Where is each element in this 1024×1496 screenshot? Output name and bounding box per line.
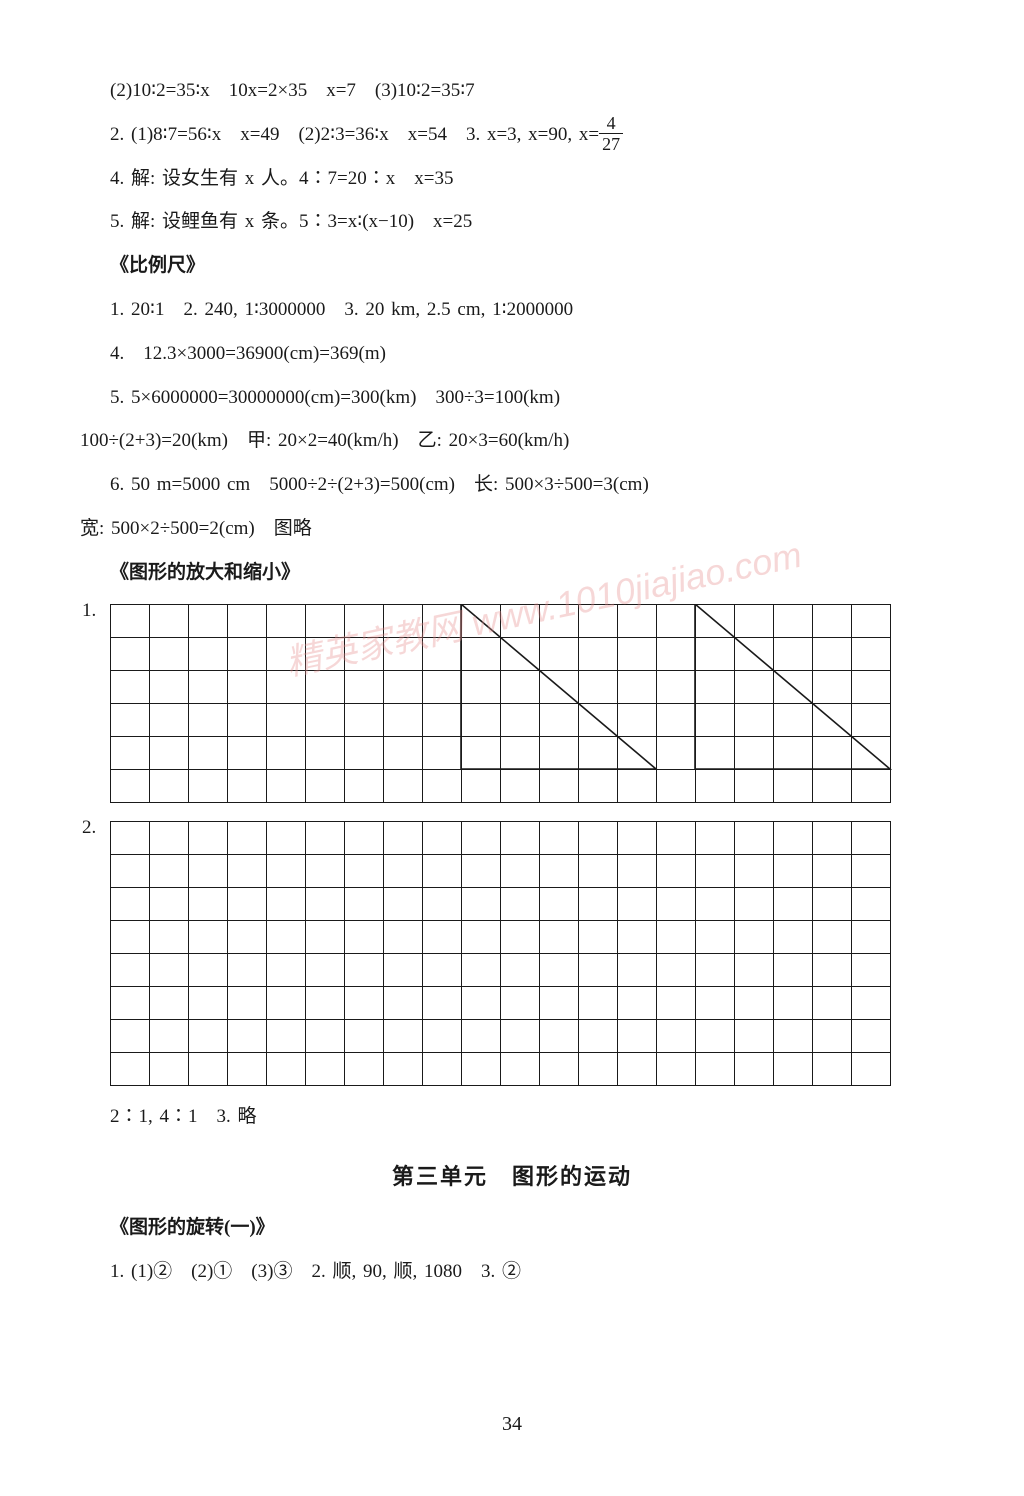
answer-line: 4. 12.3×3000=36900(cm)=369(m) <box>80 333 944 375</box>
subsection-heading: 《图形的放大和缩小》 <box>80 552 944 594</box>
grid-table <box>110 821 891 1086</box>
grid-figure-2: 2. <box>110 821 944 1086</box>
answer-line: 1. (1)② (2)① (3)③ 2. 顺, 90, 顺, 1080 3. ② <box>80 1251 944 1293</box>
grid-figure-1: 1. <box>110 604 944 803</box>
page-number: 34 <box>0 1413 1024 1436</box>
grid-label: 2. <box>82 817 96 839</box>
subsection-heading: 《图形的旋转(一)》 <box>80 1207 944 1249</box>
answer-line: 4. 解: 设女生有 x 人。4∶7=20∶x x=35 <box>80 158 944 200</box>
answer-line: 5. 解: 设鲤鱼有 x 条。5∶3=x∶(x−10) x=25 <box>80 201 944 243</box>
page-content: (2)10∶2=35∶x 10x=2×35 x=7 (3)10∶2=35∶7 2… <box>0 0 1024 1335</box>
answer-line: 1. 20∶1 2. 240, 1∶3000000 3. 20 km, 2.5 … <box>80 289 944 331</box>
answer-text: 2. (1)8∶7=56∶x x=49 (2)2∶3=36∶x x=54 3. … <box>110 124 599 145</box>
answer-line: 2∶1, 4∶1 3. 略 <box>80 1096 944 1138</box>
grid-table <box>110 604 891 803</box>
answer-line: 100÷(2+3)=20(km) 甲: 20×2=40(km/h) 乙: 20×… <box>80 420 944 462</box>
answer-line: 6. 50 m=5000 cm 5000÷2÷(2+3)=500(cm) 长: … <box>80 464 944 506</box>
fraction-numerator: 4 <box>599 114 623 134</box>
subsection-heading: 《比例尺》 <box>80 245 944 287</box>
answer-line: (2)10∶2=35∶x 10x=2×35 x=7 (3)10∶2=35∶7 <box>80 70 944 112</box>
grid-label: 1. <box>82 600 96 622</box>
fraction: 427 <box>599 114 623 153</box>
unit-title: 第三单元 图形的运动 <box>80 1159 944 1191</box>
answer-line: 2. (1)8∶7=56∶x x=49 (2)2∶3=36∶x x=54 3. … <box>80 114 944 156</box>
fraction-denominator: 27 <box>599 134 623 153</box>
answer-line: 5. 5×6000000=30000000(cm)=300(km) 300÷3=… <box>80 377 944 419</box>
answer-line: 宽: 500×2÷500=2(cm) 图略 <box>80 508 944 550</box>
